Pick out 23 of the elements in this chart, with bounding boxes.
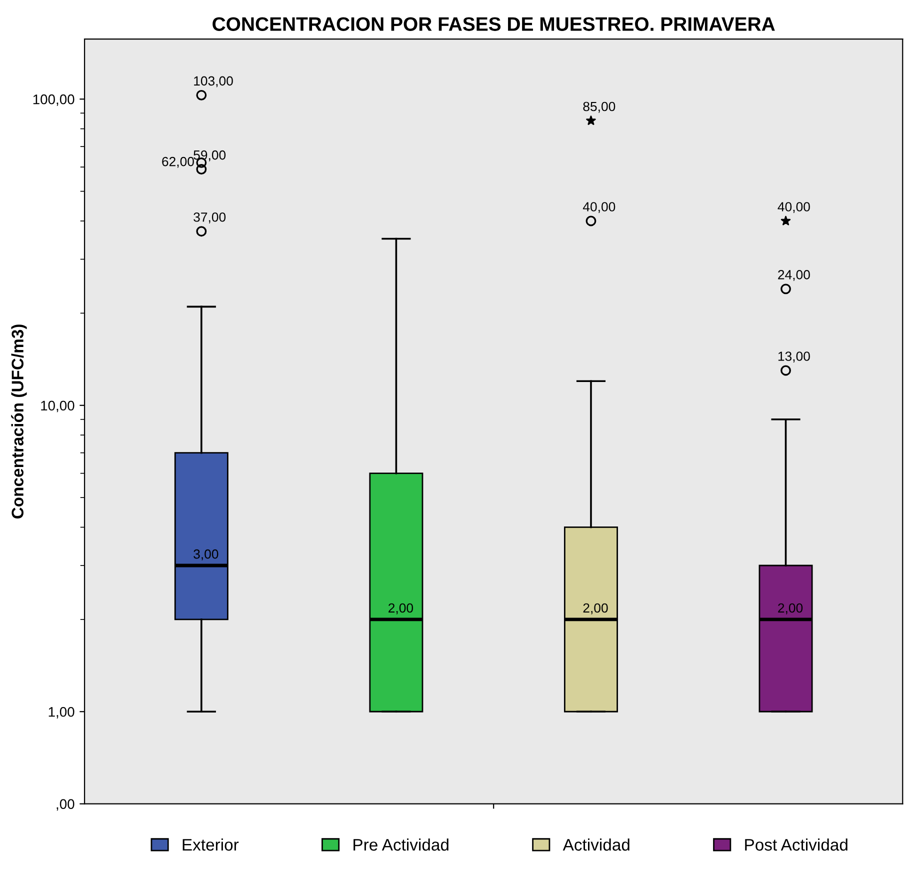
annotation: 2,00: [778, 603, 803, 614]
data-label: 103,00: [194, 76, 233, 88]
data-label: 13,00: [778, 352, 810, 362]
data-label: 62,00: [162, 156, 194, 168]
data-label: 85,00: [583, 102, 616, 113]
annotation: 2,00: [388, 603, 414, 614]
legend-label: Actividad: [562, 838, 630, 851]
y-tick-label: 100,00: [33, 94, 74, 106]
y-tick-label: ,00: [56, 799, 74, 811]
chart-title: CONCENTRACION POR FASES DE MUESTREO. PRIMAVERA: [212, 17, 775, 31]
data-label: 59,00: [194, 150, 226, 162]
annotation: 3,00: [194, 549, 218, 560]
y-tick-label: 10,00: [41, 400, 74, 412]
legend-label: Exterior: [182, 838, 239, 851]
data-label: 24,00: [778, 270, 810, 281]
y-tick-label: 1,00: [48, 706, 74, 718]
data-label: 37,00: [194, 212, 226, 224]
legend-label: Pre Actividad: [354, 838, 448, 851]
data-label: 40,00: [582, 202, 616, 213]
data-label: 40,00: [778, 202, 810, 213]
legend-label: Post Actividad: [745, 838, 848, 851]
annotation: 2,00: [583, 603, 608, 614]
y-axis-title: Concentración (UFC/m3): [11, 324, 27, 518]
